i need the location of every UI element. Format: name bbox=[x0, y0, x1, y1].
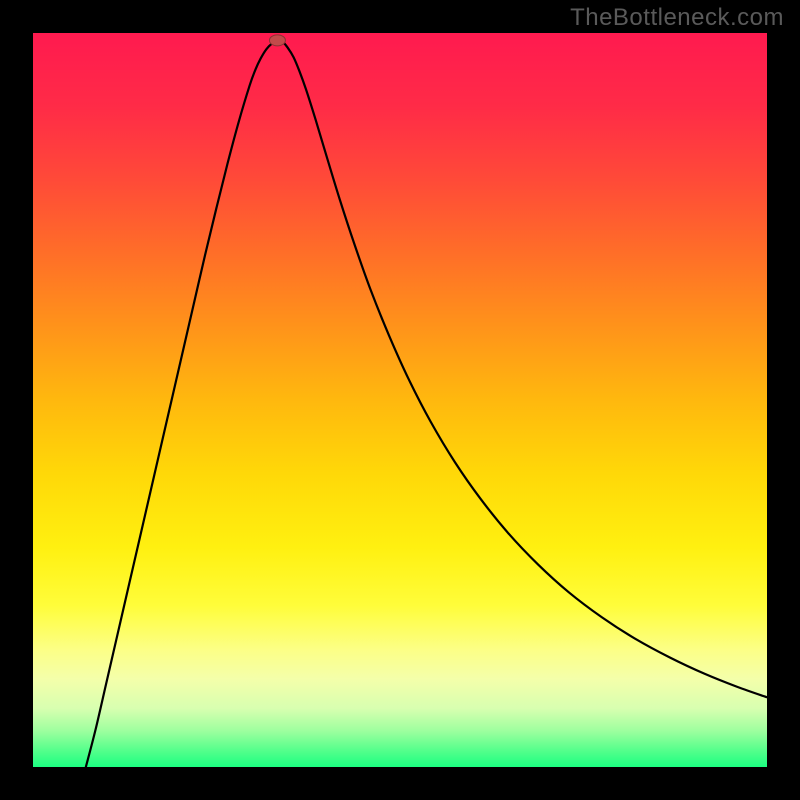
background-rect bbox=[33, 33, 767, 767]
chart-container: TheBottleneck.com bbox=[0, 0, 800, 800]
watermark-text: TheBottleneck.com bbox=[570, 4, 784, 32]
plot-area bbox=[33, 33, 767, 767]
chart-svg bbox=[33, 33, 767, 767]
optimum-marker bbox=[269, 35, 285, 46]
